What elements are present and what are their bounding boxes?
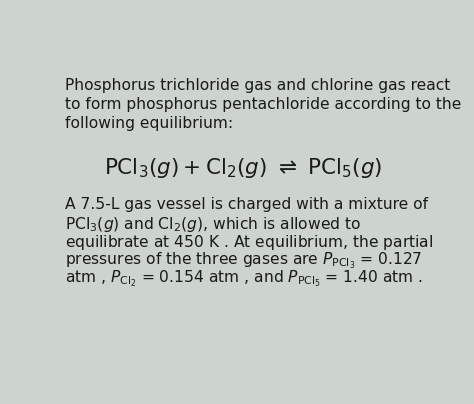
Text: $\mathrm{PCl_3}(g) + \mathrm{Cl_2}(g)\ \rightleftharpoons\ \mathrm{PCl_5}(g)$: $\mathrm{PCl_3}(g) + \mathrm{Cl_2}(g)\ \… bbox=[104, 156, 382, 180]
Text: equilibrate at 450 $\mathrm{K}$ . At equilibrium, the partial: equilibrate at 450 $\mathrm{K}$ . At equ… bbox=[65, 233, 434, 252]
Text: atm , $P_{\mathrm{Cl_2}}$ = 0.154 atm , and $P_{\mathrm{PCl_5}}$ = 1.40 atm .: atm , $P_{\mathrm{Cl_2}}$ = 0.154 atm , … bbox=[65, 268, 424, 288]
Text: Phosphorus trichloride gas and chlorine gas react
to form phosphorus pentachlori: Phosphorus trichloride gas and chlorine … bbox=[65, 78, 462, 131]
Text: pressures of the three gases are $P_{\mathrm{PCl_3}}$ = 0.127: pressures of the three gases are $P_{\ma… bbox=[65, 250, 423, 271]
Text: A 7.5-L gas vessel is charged with a mixture of: A 7.5-L gas vessel is charged with a mix… bbox=[65, 197, 428, 212]
Text: $\mathrm{PCl_3}(g)$ and $\mathrm{Cl_2}(g)$, which is allowed to: $\mathrm{PCl_3}(g)$ and $\mathrm{Cl_2}(g… bbox=[65, 215, 362, 234]
